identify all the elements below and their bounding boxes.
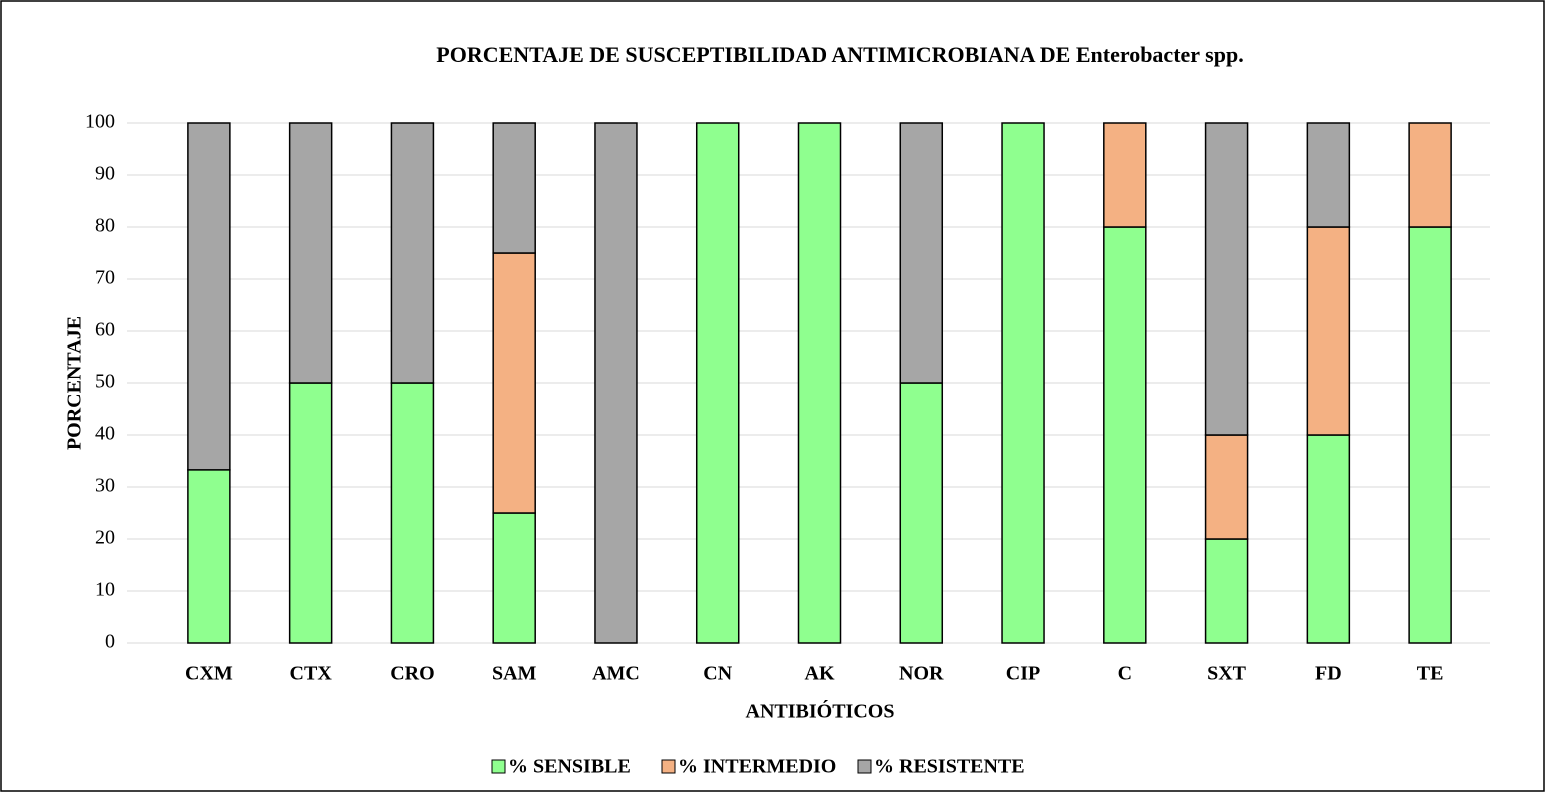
x-tick-label: CXM (185, 663, 233, 685)
x-tick-label: CIP (1006, 663, 1040, 685)
bar-segment (1204, 538, 1249, 644)
bar-segment (1306, 226, 1351, 436)
legend-label: % RESISTENTE (874, 756, 1025, 778)
bar-segment (1103, 122, 1147, 228)
y-tick-label: 10 (95, 579, 115, 601)
legend-swatch (857, 759, 872, 774)
y-tick-label: 90 (95, 163, 115, 185)
legend-swatch (491, 759, 506, 774)
bar-segment (1408, 122, 1452, 228)
x-tick-label: SXT (1207, 663, 1247, 685)
y-tick-label: 50 (95, 371, 115, 393)
y-axis-title: PORCENTAJE (64, 316, 86, 450)
bar-segment (390, 122, 435, 384)
bar-segment (1306, 122, 1351, 228)
bar-segment (187, 122, 231, 471)
bar-segment (1001, 122, 1045, 644)
bar-segment (594, 122, 638, 644)
y-tick-label: 30 (95, 475, 115, 497)
x-tick-label: AMC (592, 663, 640, 685)
y-tick-label: 60 (95, 319, 115, 341)
x-axis-title: ANTIBIÓTICOS (746, 699, 895, 723)
x-tick-label: CTX (290, 663, 333, 685)
x-tick-label: AK (805, 663, 835, 685)
x-tick-label: C (1118, 663, 1132, 685)
x-tick-label: CN (703, 663, 732, 685)
bar-segment (492, 252, 536, 514)
bar-segment (187, 469, 231, 644)
x-tick-label: SAM (492, 663, 537, 685)
y-tick-label: 80 (95, 215, 115, 237)
y-tick-label: 0 (105, 631, 115, 653)
bar-segment (492, 512, 536, 644)
y-tick-label: 40 (95, 423, 115, 445)
bar-segment (1408, 226, 1452, 644)
legend-label: % SENSIBLE (508, 756, 631, 778)
x-tick-label: FD (1315, 663, 1342, 685)
legend-label: % INTERMEDIO (678, 756, 836, 778)
bar-segment (288, 382, 333, 644)
bar-segment (390, 382, 435, 644)
bar-segment (899, 122, 944, 384)
x-tick-label: NOR (899, 663, 944, 685)
bar-segment (1204, 122, 1249, 436)
y-tick-label: 20 (95, 527, 115, 549)
bar-segment (1204, 434, 1249, 540)
bar-segment (797, 122, 842, 644)
bar-segment (899, 382, 944, 644)
x-tick-label: CRO (390, 663, 434, 685)
bar-segment (492, 122, 536, 254)
bar-segment (695, 122, 740, 644)
y-tick-label: 100 (85, 111, 115, 133)
bar-segment (288, 122, 333, 384)
bar-segment (1306, 434, 1351, 644)
legend-swatch (661, 759, 676, 774)
x-tick-label: TE (1417, 663, 1444, 685)
chart-title: PORCENTAJE DE SUSCEPTIBILIDAD ANTIMICROB… (436, 42, 1243, 67)
y-tick-label: 70 (95, 267, 115, 289)
bar-segment (1103, 226, 1147, 644)
